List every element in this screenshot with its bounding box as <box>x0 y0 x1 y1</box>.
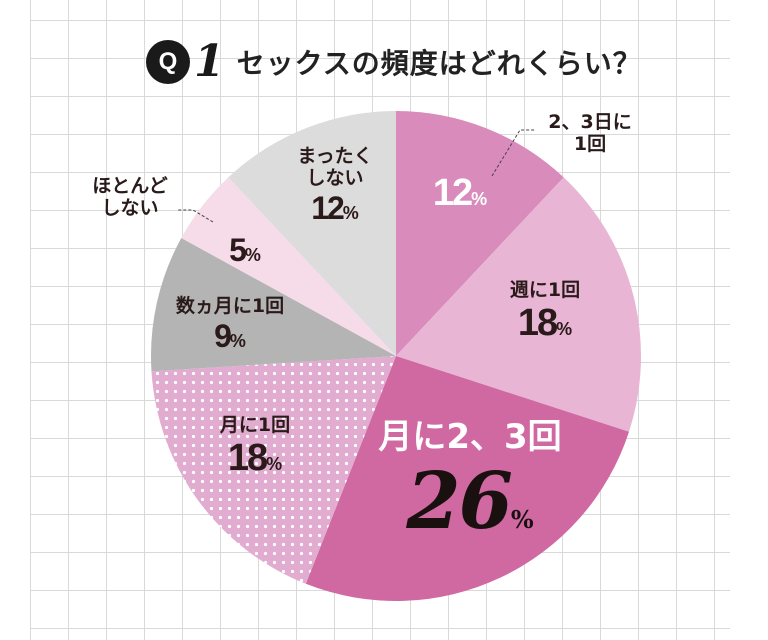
slice-label-s6: まったく しない 12% <box>297 145 373 226</box>
slice-label-s5: 5% <box>229 232 261 268</box>
pie-slice-0 <box>396 111 564 356</box>
question-number: 1 <box>194 36 225 87</box>
page-title: セックスの頻度はどれくらい？ <box>236 46 642 80</box>
pie-slice-3 <box>151 356 396 584</box>
slice-label-s2: 月に2、3回 26% <box>378 417 562 548</box>
pie-slice-1 <box>396 177 641 432</box>
pie-slice-5 <box>181 177 396 356</box>
pie-slice-6 <box>228 111 396 356</box>
pie-slice-4 <box>151 237 396 372</box>
slice-label-s0: 12% <box>432 172 488 214</box>
slice-0-name: 2、3日に1回 <box>548 111 632 155</box>
outer-label-s0: 2、3日に1回 <box>540 111 640 156</box>
question-title: Q 1 セックスの頻度はどれくらい？ <box>146 36 642 87</box>
pie-slice-2 <box>305 356 630 601</box>
leader-line-s0 <box>491 129 536 177</box>
outer-label-s5: ほとんど しない <box>92 175 168 219</box>
slice-label-s4: 数ヵ月に1回 9% <box>175 295 285 354</box>
leader-line-s5 <box>177 209 214 223</box>
slice-label-s1: 週に1回 18% <box>509 279 581 344</box>
question-badge: Q <box>146 39 190 84</box>
slice-label-s3: 月に1回 18% <box>219 414 291 479</box>
